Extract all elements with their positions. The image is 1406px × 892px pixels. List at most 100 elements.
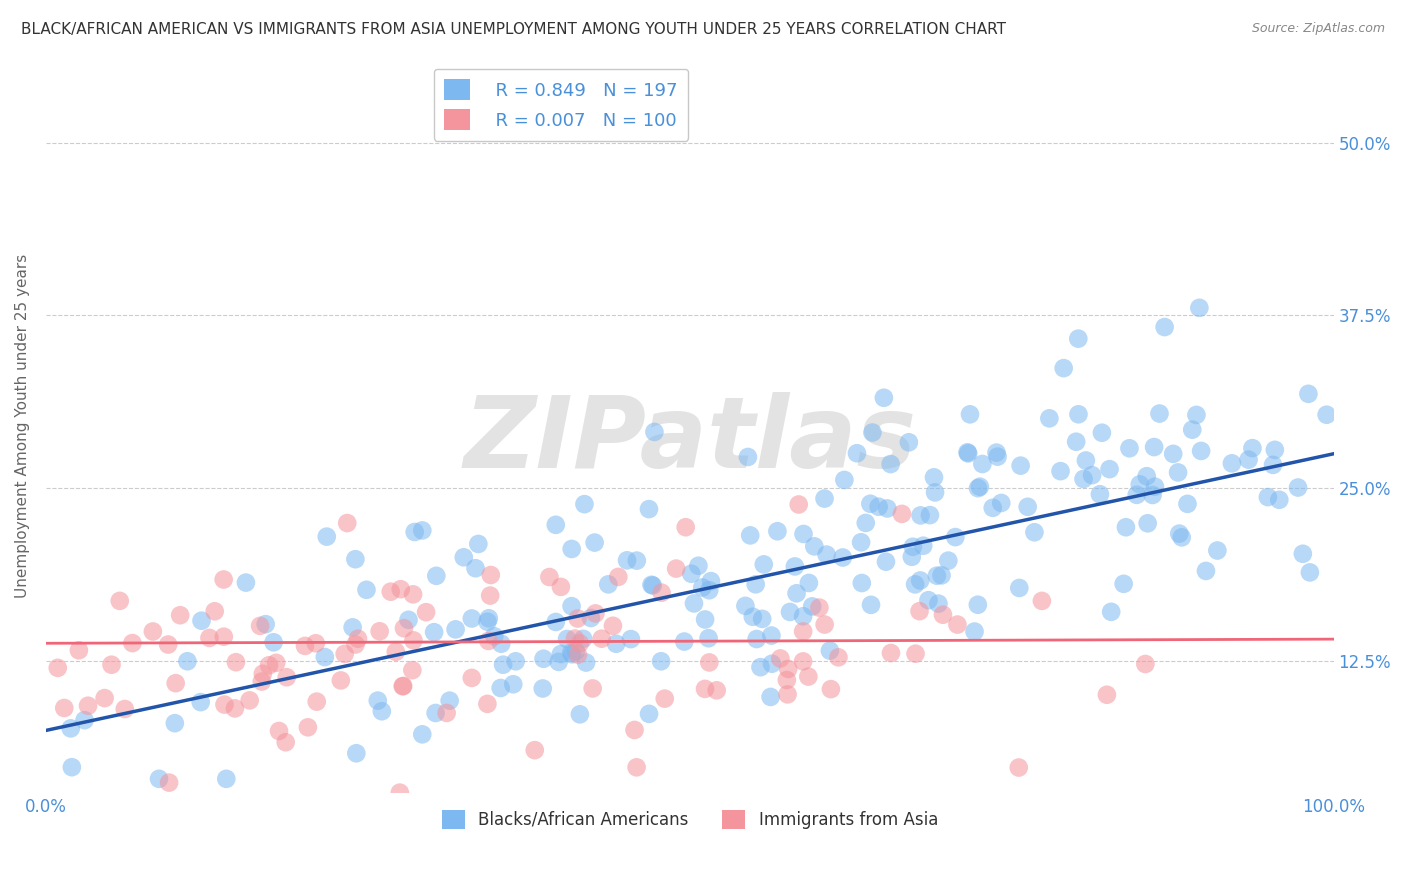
Point xyxy=(347,632,370,646)
Point xyxy=(1195,564,1218,578)
Point xyxy=(890,507,912,521)
Point xyxy=(477,697,499,711)
Point xyxy=(1098,462,1121,476)
Point xyxy=(564,632,586,646)
Point xyxy=(148,772,170,786)
Point xyxy=(547,655,569,669)
Point xyxy=(479,568,502,582)
Point xyxy=(464,561,486,575)
Point xyxy=(579,611,602,625)
Point xyxy=(1292,547,1315,561)
Point xyxy=(1095,688,1118,702)
Point xyxy=(792,527,814,541)
Point xyxy=(561,599,583,614)
Point xyxy=(650,654,672,668)
Point xyxy=(697,631,720,645)
Point xyxy=(927,597,949,611)
Point xyxy=(815,548,838,562)
Point xyxy=(638,502,661,516)
Point xyxy=(575,656,598,670)
Point xyxy=(254,617,277,632)
Point xyxy=(467,537,489,551)
Point xyxy=(814,617,837,632)
Point xyxy=(423,625,446,640)
Point xyxy=(740,528,762,542)
Point xyxy=(73,713,96,727)
Point xyxy=(761,628,783,642)
Point xyxy=(813,491,835,506)
Point xyxy=(959,407,981,421)
Point xyxy=(908,604,931,618)
Point xyxy=(849,535,872,549)
Point xyxy=(505,654,527,668)
Point xyxy=(827,650,849,665)
Point xyxy=(77,698,100,713)
Point xyxy=(489,637,512,651)
Point xyxy=(314,650,336,665)
Point xyxy=(759,690,782,704)
Point xyxy=(453,550,475,565)
Point xyxy=(745,632,768,646)
Point xyxy=(1142,488,1164,502)
Point xyxy=(1118,442,1140,456)
Point xyxy=(873,391,896,405)
Point xyxy=(876,501,898,516)
Point xyxy=(776,673,799,687)
Point xyxy=(550,580,572,594)
Point xyxy=(1188,301,1211,315)
Point xyxy=(787,498,810,512)
Point xyxy=(1091,425,1114,440)
Point xyxy=(901,540,924,554)
Point xyxy=(561,647,583,661)
Point xyxy=(568,636,591,650)
Point xyxy=(257,658,280,673)
Point xyxy=(214,698,236,712)
Point xyxy=(60,760,83,774)
Point xyxy=(681,566,703,581)
Point xyxy=(1185,408,1208,422)
Point xyxy=(439,694,461,708)
Point xyxy=(411,727,433,741)
Point xyxy=(1129,477,1152,491)
Point xyxy=(936,554,959,568)
Point xyxy=(1206,543,1229,558)
Point xyxy=(565,644,588,658)
Point xyxy=(198,631,221,645)
Point xyxy=(1067,407,1090,421)
Point xyxy=(425,706,447,720)
Point xyxy=(305,636,328,650)
Point xyxy=(1268,492,1291,507)
Point xyxy=(531,681,554,696)
Point xyxy=(1024,525,1046,540)
Point xyxy=(1181,423,1204,437)
Point xyxy=(436,706,458,720)
Point xyxy=(544,615,567,629)
Point xyxy=(297,720,319,734)
Point xyxy=(972,457,994,471)
Point xyxy=(59,722,82,736)
Point xyxy=(761,657,783,671)
Point xyxy=(956,445,979,459)
Point xyxy=(808,600,831,615)
Point xyxy=(1010,458,1032,473)
Point xyxy=(1008,581,1031,595)
Point xyxy=(444,623,467,637)
Point xyxy=(46,661,69,675)
Point xyxy=(190,614,212,628)
Point xyxy=(1017,500,1039,514)
Point xyxy=(1220,456,1243,470)
Point xyxy=(53,701,76,715)
Point xyxy=(986,445,1008,459)
Point xyxy=(868,500,890,514)
Point xyxy=(607,570,630,584)
Point xyxy=(461,671,484,685)
Point xyxy=(910,508,932,523)
Point xyxy=(638,706,661,721)
Point xyxy=(931,568,953,582)
Point xyxy=(1261,458,1284,472)
Point xyxy=(623,723,645,737)
Point xyxy=(943,530,966,544)
Point xyxy=(315,530,337,544)
Point xyxy=(665,561,688,575)
Point xyxy=(550,647,572,661)
